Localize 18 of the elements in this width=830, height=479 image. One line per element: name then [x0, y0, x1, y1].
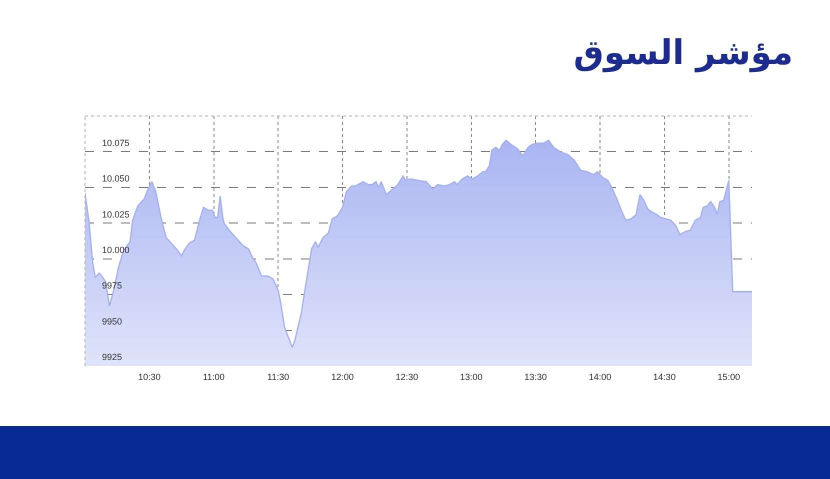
y-tick-label: 9975 [102, 280, 122, 291]
x-tick-label: 10:30 [138, 372, 161, 382]
x-tick-label: 14:30 [653, 372, 676, 382]
y-tick-label: 10.075 [102, 138, 130, 148]
y-tick-label: 10.050 [102, 174, 130, 184]
y-tick-label: 9950 [102, 316, 122, 326]
y-tick-label: 10.000 [102, 245, 130, 256]
x-tick-label: 12:00 [331, 372, 354, 382]
chart-title: مؤشر السوق [573, 32, 793, 73]
x-tick-label: 11:30 [267, 372, 290, 382]
y-tick-label: 10.025 [102, 209, 130, 220]
x-tick-label: 13:00 [460, 372, 483, 382]
x-tick-label: 14:00 [588, 372, 612, 382]
x-tick-label: 11:00 [202, 372, 225, 382]
y-tick-label: 9925 [102, 352, 122, 362]
x-tick-label: 15:00 [718, 372, 740, 382]
x-tick-label: 13:30 [524, 372, 547, 382]
x-tick-label: 12:30 [396, 372, 418, 382]
